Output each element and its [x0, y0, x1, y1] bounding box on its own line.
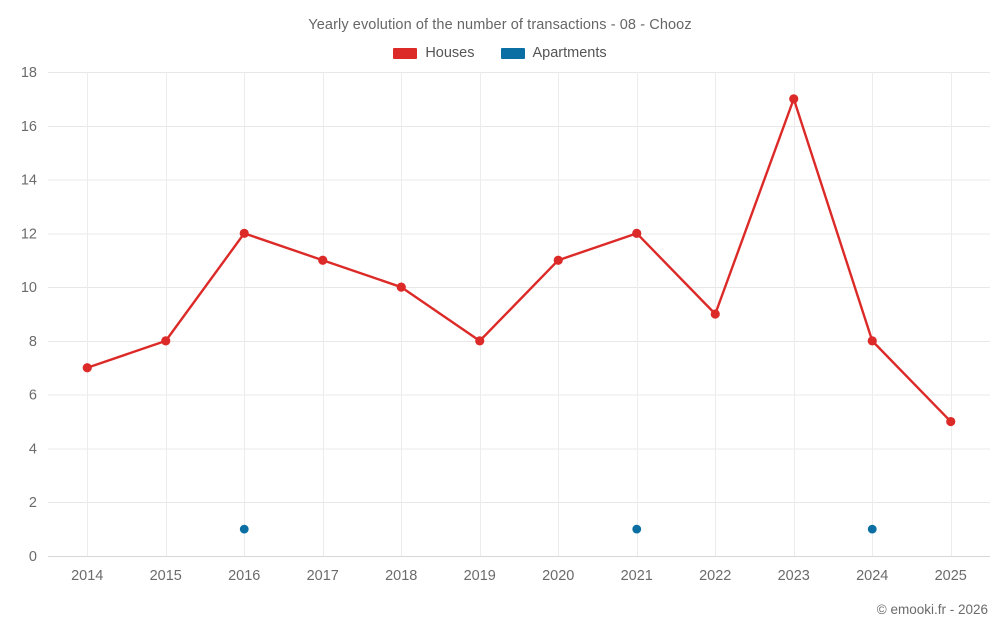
- y-axis-tick-labels: 0 2 4 6 8 10 12 14 16 18: [21, 65, 37, 565]
- data-point-houses-2020[interactable]: [553, 255, 563, 265]
- data-point-houses-2018[interactable]: [396, 282, 406, 292]
- x-tick-label-2024: 2024: [856, 568, 888, 584]
- data-point-houses-2025[interactable]: [946, 416, 956, 427]
- x-tick-label-2019: 2019: [464, 568, 496, 584]
- data-point-houses-2016[interactable]: [239, 228, 249, 238]
- data-point-houses-2024[interactable]: [867, 336, 877, 346]
- data-point-houses-2021[interactable]: [632, 228, 642, 238]
- x-tick-label-2018: 2018: [385, 568, 417, 584]
- x-tick-label-2015: 2015: [150, 568, 182, 584]
- x-tick-label-2017: 2017: [307, 568, 339, 584]
- y-tick-label-18: 18: [21, 65, 37, 81]
- legend-item-apartments[interactable]: Apartments: [500, 45, 607, 61]
- legend-label-apartments: Apartments: [532, 45, 607, 61]
- legend-swatch-apartments: [500, 47, 525, 59]
- y-tick-label-16: 16: [21, 119, 37, 135]
- data-point-houses-2019[interactable]: [475, 336, 485, 346]
- legend-item-houses[interactable]: Houses: [393, 45, 475, 61]
- y-tick-label-2: 2: [29, 495, 37, 511]
- data-point-apartments-2021[interactable]: [632, 524, 642, 534]
- data-point-houses-2023[interactable]: [789, 94, 799, 104]
- x-tick-label-2021: 2021: [621, 568, 653, 584]
- y-tick-label-12: 12: [21, 226, 37, 242]
- series-line-houses: [86, 97, 952, 423]
- data-point-houses-2014[interactable]: [82, 363, 92, 373]
- vertical-gridlines: [87, 72, 952, 556]
- footer-credit: © emooki.fr - 2026: [876, 602, 988, 617]
- x-tick-label-2016: 2016: [228, 568, 260, 584]
- x-tick-label-2020: 2020: [542, 568, 574, 584]
- data-point-houses-2015[interactable]: [161, 336, 171, 346]
- chart-title: Yearly evolution of the number of transa…: [308, 17, 692, 33]
- data-point-houses-2022[interactable]: [710, 309, 720, 319]
- y-tick-label-0: 0: [29, 549, 37, 565]
- x-tick-label-2025: 2025: [935, 568, 967, 584]
- horizontal-gridlines: [48, 72, 990, 557]
- chart-legend: Houses Apartments: [0, 45, 1000, 61]
- legend-swatch-houses: [393, 47, 418, 59]
- x-axis-tick-labels: 2014 2015 2016 2017 2018 2019 2020 2021 2022 2023…: [71, 568, 967, 584]
- y-tick-label-14: 14: [21, 173, 37, 189]
- y-tick-label-6: 6: [29, 388, 37, 404]
- y-tick-label-10: 10: [21, 280, 37, 296]
- data-point-apartments-2016[interactable]: [239, 524, 249, 534]
- series-markers: [82, 94, 956, 534]
- data-point-houses-2017[interactable]: [318, 255, 328, 265]
- data-point-apartments-2024[interactable]: [867, 524, 877, 534]
- x-tick-label-2022: 2022: [699, 568, 731, 584]
- legend-label-houses: Houses: [425, 45, 475, 61]
- y-tick-label-4: 4: [29, 441, 37, 457]
- x-tick-label-2023: 2023: [778, 568, 810, 584]
- series-lines: [86, 97, 952, 423]
- y-tick-label-8: 8: [29, 334, 37, 350]
- x-tick-label-2014: 2014: [71, 568, 103, 584]
